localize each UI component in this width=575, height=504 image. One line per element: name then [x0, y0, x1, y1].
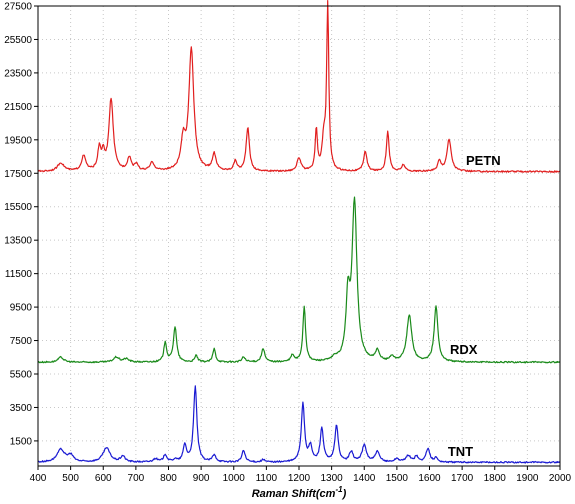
x-tick-label: 1800 [484, 473, 507, 484]
y-tick-label: 17500 [4, 169, 32, 180]
ticks: 400 500 600 700 800 900 1000 1100 1200 1300 1400 15… [4, 2, 571, 485]
x-tick-label: 1700 [451, 473, 474, 484]
series-line-rdx [37, 196, 561, 364]
y-tick-label: 23500 [4, 68, 32, 79]
y-tick-label: 13500 [4, 236, 32, 247]
series-label-rdx: RDX [450, 342, 478, 357]
series-label-petn: PETN [466, 153, 501, 168]
series-group [37, 0, 561, 464]
x-tick-label: 2000 [549, 473, 572, 484]
x-tick-label: 800 [160, 473, 177, 484]
y-tick-label: 15500 [4, 202, 32, 213]
y-tick-label: 5500 [10, 370, 33, 381]
x-tick-label: 1900 [516, 473, 539, 484]
x-tick-label: 600 [95, 473, 112, 484]
plot-frame [37, 5, 561, 467]
x-tick-label: 1400 [353, 473, 376, 484]
y-tick-label: 11500 [5, 269, 33, 280]
series-line-petn [37, 0, 561, 173]
y-tick-label: 7500 [10, 336, 33, 347]
y-tick-label: 1500 [10, 436, 33, 447]
series-labels: PETN RDX TNT [448, 153, 501, 459]
series-line-tnt [37, 385, 561, 464]
grid [38, 6, 560, 466]
y-tick-label: 3500 [10, 403, 33, 414]
y-tick-label: 19500 [4, 135, 32, 146]
x-tick-label: 1600 [418, 473, 441, 484]
x-tick-label: 700 [128, 473, 145, 484]
x-axis-title-superscript: -1 [335, 485, 343, 494]
x-axis-title: Raman Shift(cm-1) [252, 485, 347, 500]
y-tick-label: 25500 [4, 35, 32, 46]
y-tick-label: 9500 [10, 303, 33, 314]
x-tick-label: 1300 [321, 473, 344, 484]
y-tick-label: 21500 [4, 102, 32, 113]
x-tick-label: 1100 [256, 473, 278, 484]
x-tick-label: 1200 [288, 473, 311, 484]
x-tick-label: 400 [30, 473, 47, 484]
x-axis-title-main: Raman Shift(cm [252, 488, 336, 500]
x-tick-label: 500 [62, 473, 79, 484]
y-tick-label: 27500 [4, 2, 32, 13]
x-axis-title-close: ) [342, 488, 347, 500]
x-tick-label: 1500 [386, 473, 409, 484]
x-tick-label: 1000 [223, 473, 246, 484]
x-tick-label: 900 [193, 473, 210, 484]
series-label-tnt: TNT [448, 444, 473, 459]
